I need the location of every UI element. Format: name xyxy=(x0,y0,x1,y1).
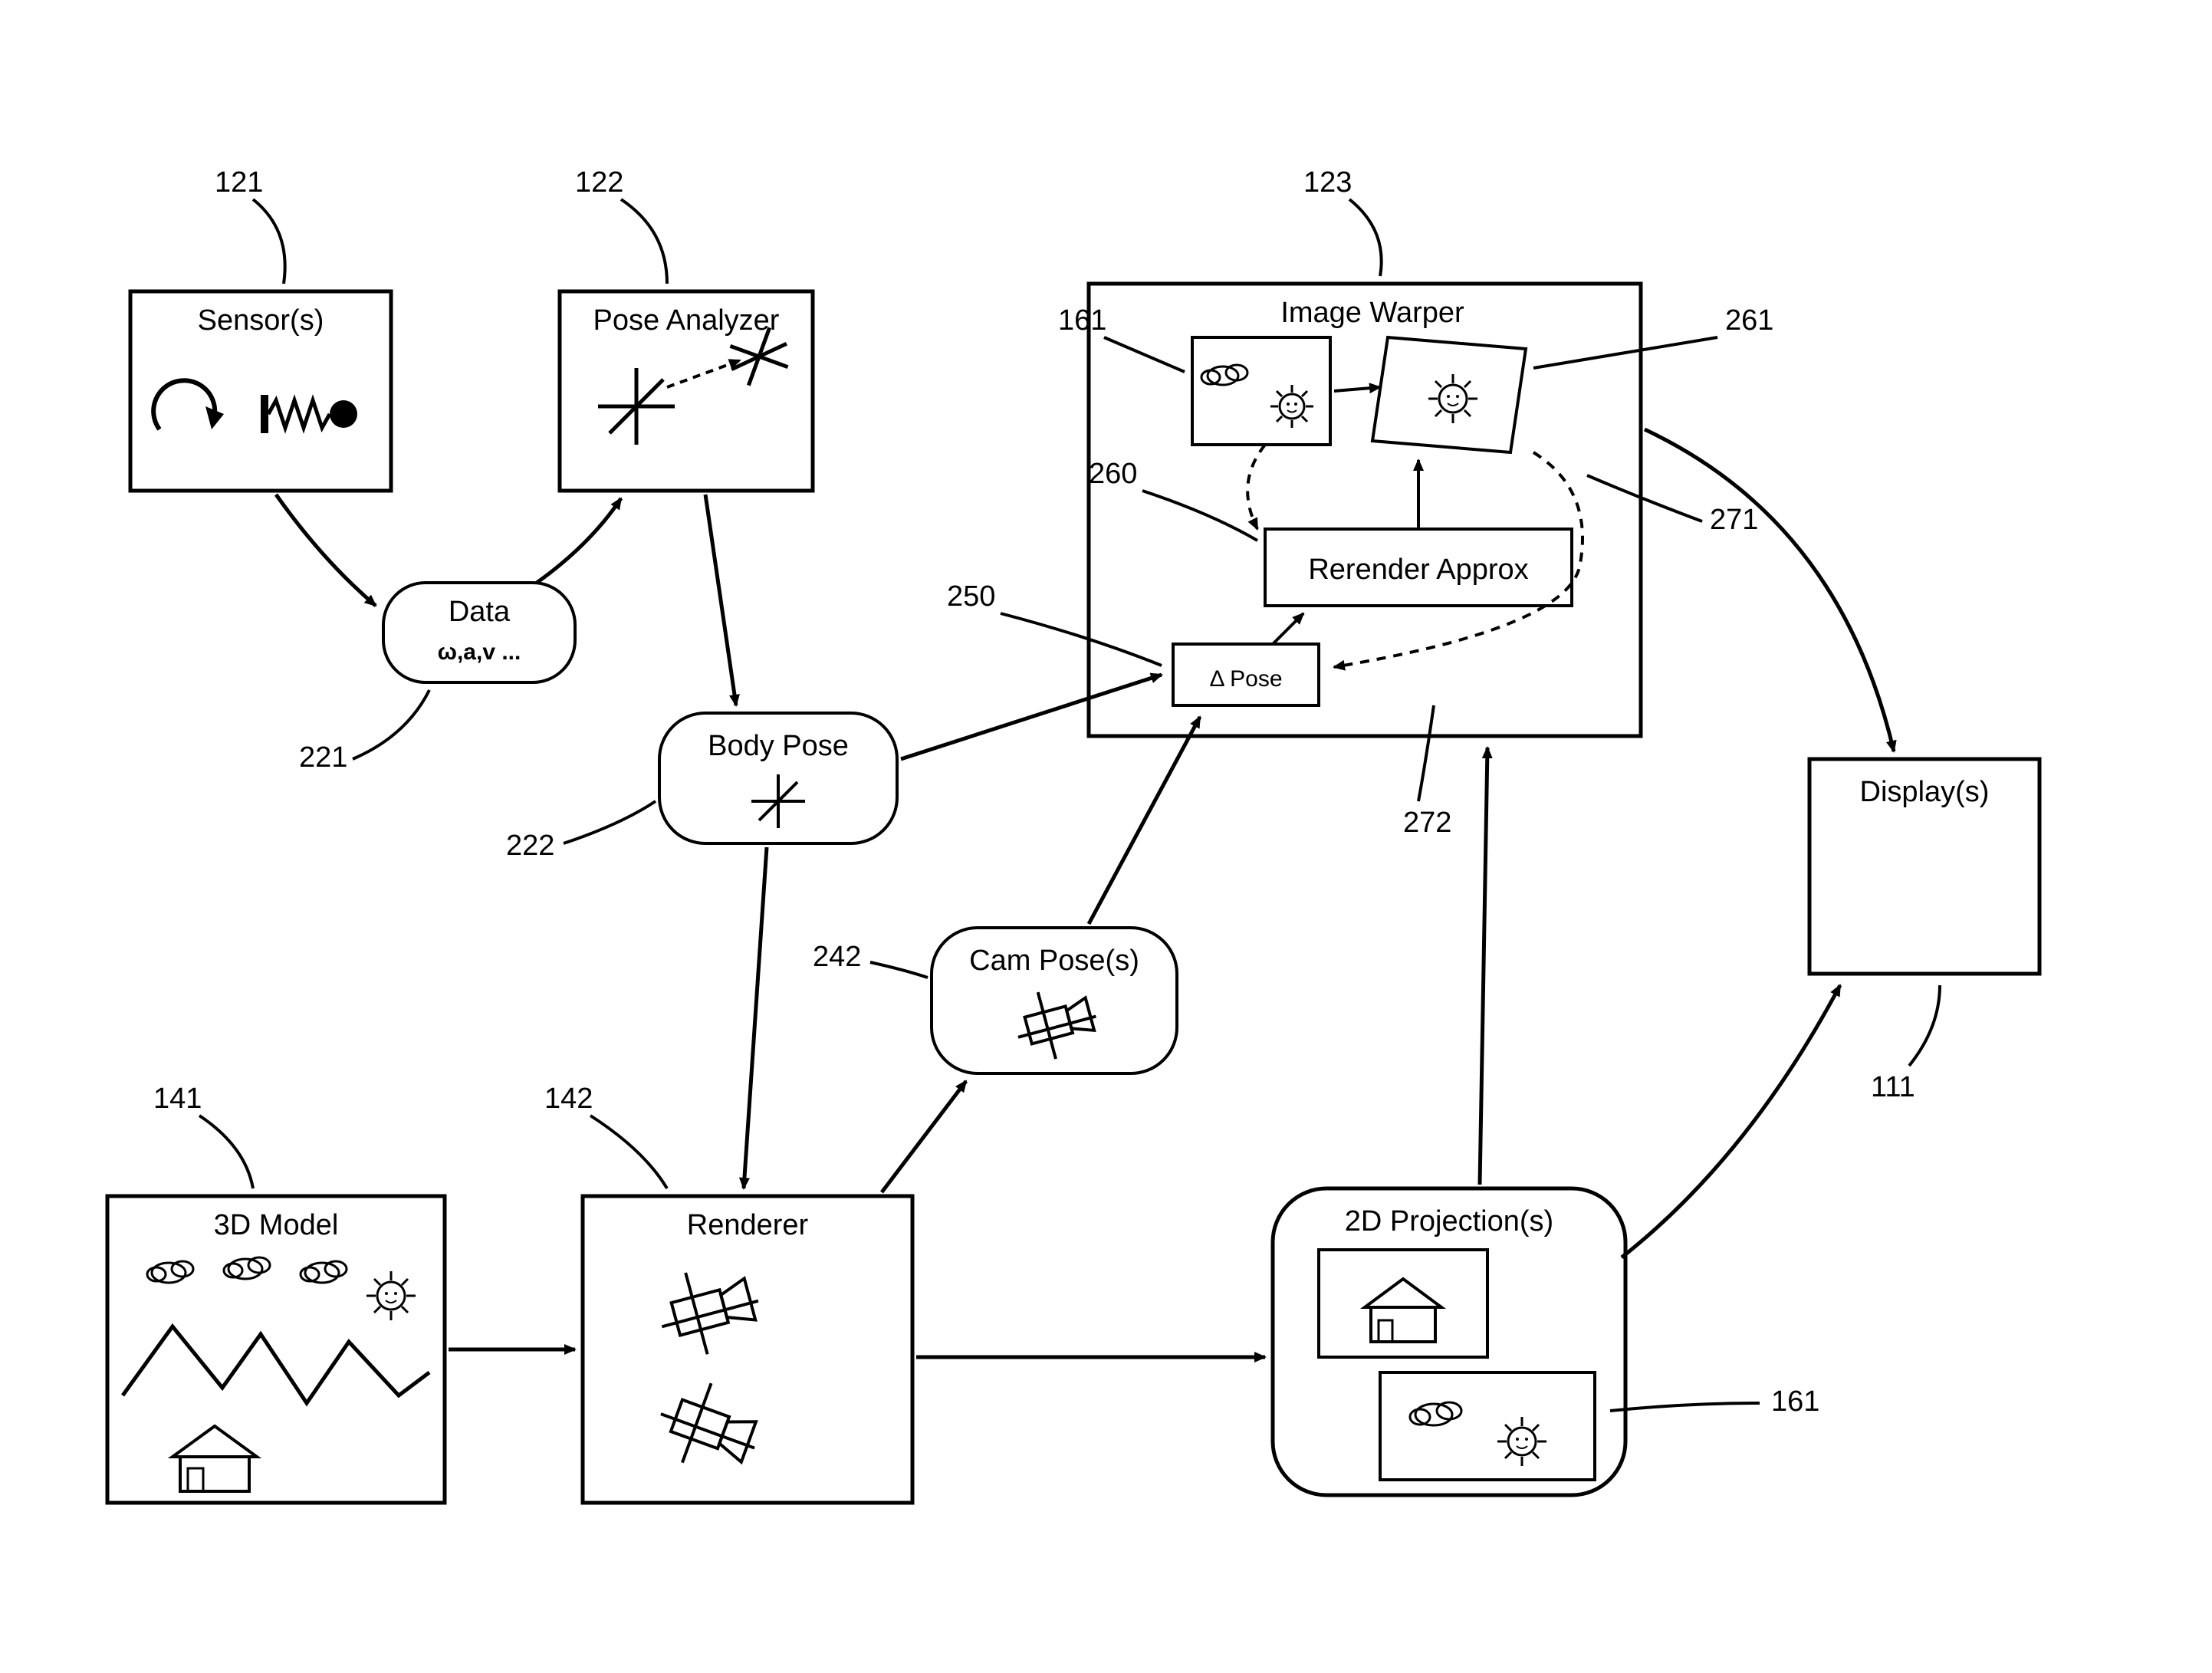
projection-1 xyxy=(1319,1250,1487,1357)
svg-text:111: 111 xyxy=(1871,1071,1915,1103)
node-body-pose: Body Pose xyxy=(659,713,897,843)
displays-label: Display(s) xyxy=(1860,776,1990,808)
sun-icon xyxy=(1428,374,1477,423)
edge-campose-deltapose xyxy=(1089,717,1200,924)
ref-142: 142 xyxy=(544,1083,667,1188)
projection-2 xyxy=(1380,1372,1595,1480)
ref-221: 221 xyxy=(299,690,429,774)
node-displays: Display(s) xyxy=(1809,759,2039,974)
svg-text:161: 161 xyxy=(1771,1385,1819,1418)
svg-text:272: 272 xyxy=(1403,807,1451,839)
ref-261: 261 xyxy=(1533,304,1773,368)
svg-text:271: 271 xyxy=(1710,504,1758,536)
svg-text:250: 250 xyxy=(947,580,995,613)
sun-icon xyxy=(1497,1417,1546,1466)
dashed-feedback-2 xyxy=(1247,445,1265,529)
ref-222: 222 xyxy=(506,801,656,862)
edge-renderer-campose xyxy=(882,1081,966,1192)
ref-141: 141 xyxy=(153,1083,253,1188)
edge-sensors-data xyxy=(276,495,376,606)
sensors-label: Sensor(s) xyxy=(198,304,324,337)
pose-motion-arrow xyxy=(667,360,740,387)
data-symbols: ω,a,v ... xyxy=(438,639,521,665)
mountains-icon xyxy=(123,1326,429,1403)
node-3d-model: 3D Model xyxy=(107,1196,445,1503)
renderer-label: Renderer xyxy=(687,1209,809,1241)
node-sensors: Sensor(s) xyxy=(130,291,391,491)
svg-text:260: 260 xyxy=(1089,458,1137,490)
warp-input-image xyxy=(1192,337,1330,445)
ref-111: 111 xyxy=(1871,985,1940,1103)
svg-text:123: 123 xyxy=(1303,166,1352,199)
cloud-icon xyxy=(1410,1402,1461,1425)
edge-bodypose-renderer xyxy=(744,847,767,1188)
svg-text:221: 221 xyxy=(299,741,347,774)
svg-text:261: 261 xyxy=(1725,304,1773,337)
axes-icon xyxy=(751,774,805,828)
node-pose-analyzer: Pose Analyzer xyxy=(560,291,813,491)
delta-pose-label: Δ Pose xyxy=(1209,666,1282,692)
edge-warper-display xyxy=(1645,429,1894,751)
spring-mass-icon xyxy=(261,395,357,433)
edge-data-poseanalyzer xyxy=(537,498,621,583)
camera-icon xyxy=(650,1257,768,1364)
sun-icon xyxy=(366,1271,416,1320)
node-image-warper: Image Warper xyxy=(1089,284,1641,736)
ref-250: 250 xyxy=(947,580,1162,666)
warp-output-image xyxy=(1372,337,1526,452)
svg-text:122: 122 xyxy=(575,166,623,199)
node-renderer: Renderer xyxy=(583,1196,912,1503)
data-label: Data xyxy=(449,596,511,628)
cloud-icon xyxy=(301,1261,347,1283)
edge-poseanalyzer-bodypose xyxy=(705,495,736,705)
image-warper-label: Image Warper xyxy=(1280,297,1464,329)
cloud-icon xyxy=(224,1257,270,1279)
svg-text:222: 222 xyxy=(506,830,554,862)
node-cam-pose: Cam Pose(s) xyxy=(932,928,1177,1073)
svg-text:161: 161 xyxy=(1058,304,1106,337)
camera-icon xyxy=(1008,979,1104,1067)
cam-pose-label: Cam Pose(s) xyxy=(969,945,1139,977)
svg-text:242: 242 xyxy=(813,941,861,973)
projections-label: 2D Projection(s) xyxy=(1345,1205,1553,1237)
axes-icon xyxy=(598,368,675,445)
svg-text:141: 141 xyxy=(153,1083,202,1115)
house-icon xyxy=(1365,1279,1441,1342)
camera-icon xyxy=(648,1371,771,1484)
body-pose-label: Body Pose xyxy=(708,730,849,762)
node-projections: 2D Projection(s) xyxy=(1273,1188,1625,1495)
warp-transform-arrow xyxy=(1334,387,1380,391)
ref-121: 121 xyxy=(215,166,285,284)
ref-161b: 161 xyxy=(1610,1385,1819,1418)
edge-bodypose-deltapose xyxy=(901,675,1162,759)
edge-projections-warper xyxy=(1480,748,1487,1185)
house-icon xyxy=(173,1426,257,1491)
ref-260: 260 xyxy=(1089,458,1257,541)
ref-122: 122 xyxy=(575,166,667,284)
ref-123: 123 xyxy=(1303,166,1382,276)
rerender-label: Rerender Approx xyxy=(1308,554,1528,586)
model3d-label: 3D Model xyxy=(214,1209,339,1241)
ref-272: 272 xyxy=(1403,705,1451,839)
gyro-icon xyxy=(153,380,224,429)
sun-icon xyxy=(1270,385,1313,428)
cloud-icon xyxy=(1201,365,1247,385)
deltapose-to-rerender-arrow xyxy=(1273,613,1303,644)
ref-161a: 161 xyxy=(1058,304,1185,372)
svg-text:121: 121 xyxy=(215,166,263,199)
ref-242: 242 xyxy=(813,941,928,978)
pose-analyzer-label: Pose Analyzer xyxy=(593,304,780,337)
cloud-icon xyxy=(147,1261,193,1283)
node-data: Data ω,a,v ... xyxy=(383,583,575,682)
edge-projections-display xyxy=(1622,985,1840,1257)
svg-text:142: 142 xyxy=(544,1083,593,1115)
